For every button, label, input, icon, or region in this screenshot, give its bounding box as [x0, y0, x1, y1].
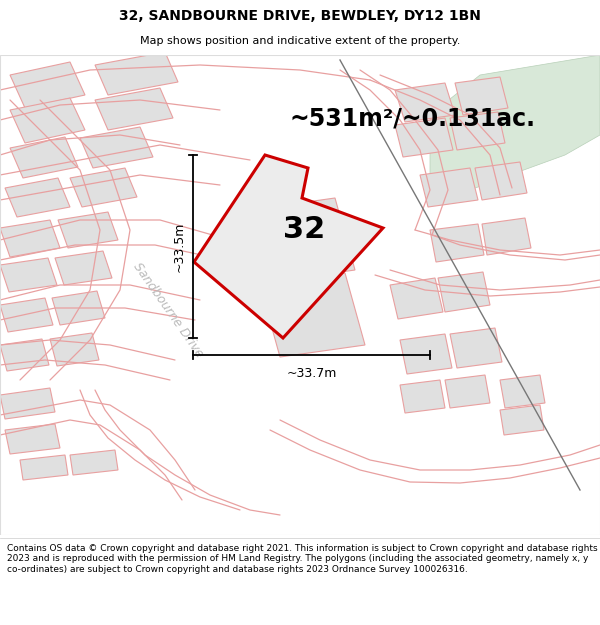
Polygon shape — [0, 388, 55, 419]
Polygon shape — [55, 251, 112, 285]
Polygon shape — [260, 273, 365, 357]
Polygon shape — [70, 168, 137, 207]
Polygon shape — [0, 258, 57, 292]
Text: ~33.7m: ~33.7m — [286, 367, 337, 380]
Polygon shape — [420, 168, 478, 207]
Text: 32: 32 — [283, 216, 325, 244]
Polygon shape — [445, 375, 490, 408]
Text: ~33.5m: ~33.5m — [173, 221, 185, 272]
Polygon shape — [482, 218, 531, 255]
Polygon shape — [0, 298, 53, 332]
Polygon shape — [455, 77, 508, 115]
Polygon shape — [390, 278, 443, 319]
Text: Map shows position and indicative extent of the property.: Map shows position and indicative extent… — [140, 36, 460, 46]
Polygon shape — [450, 112, 505, 150]
Polygon shape — [395, 83, 455, 122]
Polygon shape — [80, 127, 153, 168]
Polygon shape — [400, 380, 445, 413]
Polygon shape — [450, 328, 502, 368]
Polygon shape — [430, 224, 484, 262]
Polygon shape — [475, 162, 527, 200]
Polygon shape — [0, 220, 60, 257]
Polygon shape — [10, 98, 85, 143]
Polygon shape — [400, 334, 452, 374]
Polygon shape — [5, 178, 70, 217]
Polygon shape — [52, 291, 105, 325]
Polygon shape — [20, 455, 68, 480]
Polygon shape — [10, 62, 85, 108]
Text: 32, SANDBOURNE DRIVE, BEWDLEY, DY12 1BN: 32, SANDBOURNE DRIVE, BEWDLEY, DY12 1BN — [119, 9, 481, 24]
Text: Sandbourne Drive: Sandbourne Drive — [130, 260, 206, 360]
Polygon shape — [0, 339, 49, 371]
Polygon shape — [438, 272, 490, 312]
Polygon shape — [95, 52, 178, 95]
Polygon shape — [395, 118, 453, 157]
Polygon shape — [194, 155, 383, 338]
Polygon shape — [50, 333, 99, 366]
Polygon shape — [10, 137, 78, 178]
Polygon shape — [58, 212, 118, 248]
Text: Contains OS data © Crown copyright and database right 2021. This information is : Contains OS data © Crown copyright and d… — [7, 544, 598, 574]
Text: ~531m²/~0.131ac.: ~531m²/~0.131ac. — [290, 106, 536, 130]
Polygon shape — [95, 88, 173, 130]
Polygon shape — [430, 55, 600, 205]
Polygon shape — [5, 424, 60, 454]
Polygon shape — [500, 405, 544, 435]
Polygon shape — [250, 198, 355, 282]
Polygon shape — [70, 450, 118, 475]
Polygon shape — [500, 375, 545, 408]
